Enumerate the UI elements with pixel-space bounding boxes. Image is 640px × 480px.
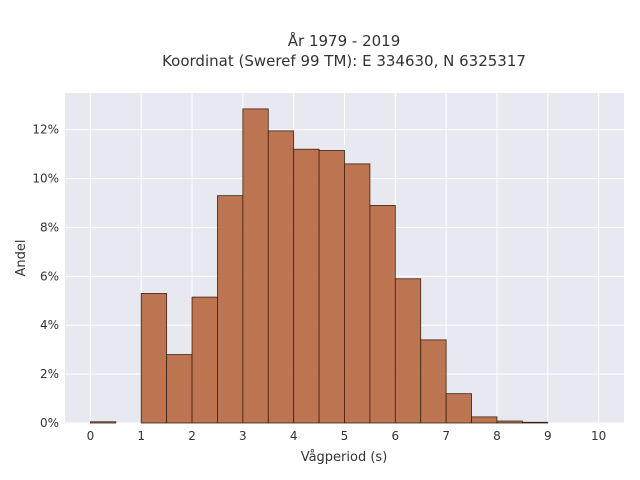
histogram-bar-13	[420, 339, 447, 424]
x-tick-label: 10	[591, 429, 606, 443]
x-tick-label: 3	[239, 429, 247, 443]
x-tick-label: 6	[391, 429, 399, 443]
x-tick-label: 0	[87, 429, 95, 443]
histogram-bar-10	[344, 163, 371, 424]
histogram-bar-7	[267, 130, 295, 424]
y-tick-label: 0%	[40, 416, 59, 430]
histogram-bar-3	[166, 354, 193, 424]
histogram-bar-8	[293, 148, 320, 424]
histogram-bar-15	[471, 416, 498, 424]
y-axis-label: Andel	[14, 240, 29, 277]
x-tick-label: 9	[544, 429, 552, 443]
y-tick-label: 6%	[40, 269, 59, 283]
x-axis-label: Vågperiod (s)	[301, 450, 388, 465]
x-tick-label: 5	[341, 429, 349, 443]
histogram-bar-12	[394, 278, 422, 424]
x-tick-label: 7	[442, 429, 450, 443]
x-tick-label: 2	[188, 429, 196, 443]
chart-title-line-2: Koordinat (Sweref 99 TM): E 334630, N 63…	[162, 52, 526, 70]
histogram-bar-2	[140, 293, 168, 424]
histogram-bars	[90, 108, 549, 424]
histogram-bar-6	[242, 108, 269, 424]
histogram-bar-17	[521, 421, 549, 424]
histogram-bar-16	[496, 420, 523, 424]
histogram-bar-11	[369, 205, 396, 424]
x-tick-label: 4	[290, 429, 298, 443]
x-axis-ticks: 0 1 2 3 4 5 6 7 8 9 10	[87, 429, 607, 443]
histogram-bar-9	[318, 150, 345, 424]
y-tick-label: 12%	[32, 123, 59, 137]
x-tick-label: 8	[493, 429, 501, 443]
histogram-bar-4	[191, 296, 218, 424]
chart-title-line-1: År 1979 - 2019	[288, 31, 401, 50]
y-tick-label: 8%	[40, 220, 59, 234]
histogram-bar-14	[445, 393, 472, 424]
y-tick-label: 2%	[40, 367, 59, 381]
y-tick-label: 4%	[40, 318, 59, 332]
histogram-bar-5	[217, 195, 244, 424]
y-axis-ticks: 0% 2% 4% 6% 8% 10% 12%	[32, 123, 59, 430]
histogram-bar-0	[90, 421, 117, 424]
x-tick-label: 1	[137, 429, 145, 443]
y-tick-label: 10%	[32, 172, 59, 186]
